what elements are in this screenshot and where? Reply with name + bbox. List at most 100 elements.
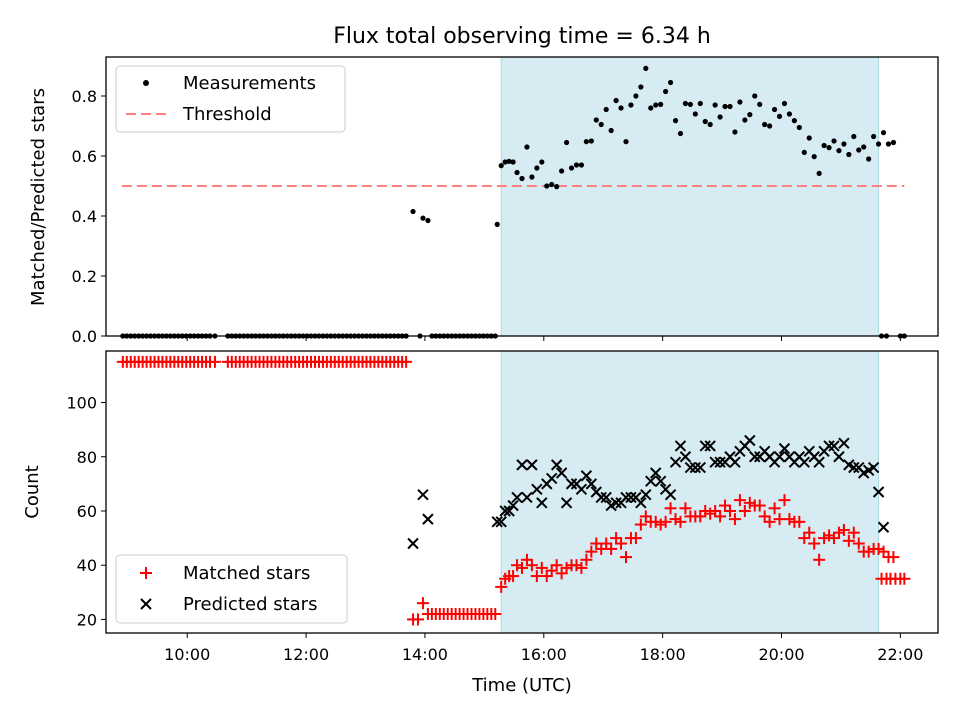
measurement-point bbox=[697, 100, 703, 107]
predicted-star-point bbox=[679, 451, 692, 463]
measurement-point bbox=[771, 106, 778, 113]
measurement-point bbox=[633, 93, 639, 99]
measurement-point bbox=[786, 111, 793, 117]
legend-threshold-label: Threshold bbox=[182, 104, 272, 125]
measurement-point bbox=[544, 183, 550, 189]
measurement-point bbox=[628, 102, 634, 108]
matched-star-point bbox=[753, 499, 766, 512]
measurement-point bbox=[498, 163, 504, 169]
predicted-star-point bbox=[546, 472, 558, 485]
predicted-star-point bbox=[511, 491, 523, 504]
measurement-point bbox=[687, 101, 693, 107]
matched-star-point bbox=[615, 537, 628, 550]
matched-star-point bbox=[793, 515, 806, 528]
matched-star-point bbox=[778, 494, 791, 507]
top-legend: Measurements Threshold bbox=[115, 65, 346, 133]
top-ytick-label: 0.6 bbox=[72, 147, 97, 166]
legend-matched-label: Matched stars bbox=[183, 563, 310, 584]
measurement-point bbox=[767, 123, 773, 129]
bottom-xtick-label: 14:00 bbox=[402, 645, 448, 664]
measurement-point bbox=[648, 105, 654, 111]
measurement-point bbox=[875, 141, 882, 147]
measurement-point bbox=[836, 148, 842, 154]
measurement-point bbox=[420, 215, 426, 221]
measurement-point bbox=[826, 145, 832, 151]
top-highlight-span bbox=[500, 56, 880, 337]
measurement-point bbox=[762, 121, 768, 128]
predicted-star-point bbox=[491, 516, 503, 528]
legend-measurements-label: Measurements bbox=[183, 73, 316, 94]
measurement-point bbox=[573, 162, 580, 168]
measurement-point bbox=[752, 93, 758, 99]
measurement-point bbox=[618, 105, 624, 111]
top-ytick-label: 0.2 bbox=[72, 267, 97, 286]
measurement-point bbox=[506, 158, 512, 164]
predicted-star-point bbox=[699, 440, 711, 452]
measurement-point bbox=[880, 130, 887, 136]
matched-star-point bbox=[803, 526, 816, 539]
measurement-point bbox=[593, 117, 599, 123]
predicted-star-point bbox=[877, 521, 890, 533]
measurement-point bbox=[603, 106, 609, 113]
measurement-point bbox=[658, 101, 664, 107]
measurement-point bbox=[519, 175, 525, 182]
predicted-star-point bbox=[531, 483, 543, 495]
matched-star-point bbox=[208, 355, 221, 368]
matched-star-point bbox=[813, 553, 826, 566]
measurement-point bbox=[717, 114, 723, 120]
matched-star-point bbox=[550, 559, 563, 572]
bottom-xtick-label: 16:00 bbox=[521, 645, 567, 664]
matched-star-point bbox=[629, 532, 642, 545]
predicted-star-point bbox=[422, 513, 434, 525]
predicted-star-point bbox=[516, 459, 528, 471]
matched-star-point bbox=[733, 494, 746, 507]
predicted-star-point bbox=[407, 537, 419, 550]
predicted-star-point bbox=[507, 499, 519, 512]
predicted-star-point bbox=[560, 497, 573, 509]
measurement-point bbox=[677, 130, 684, 137]
predicted-star-point bbox=[709, 456, 721, 468]
predicted-star-point bbox=[867, 461, 880, 474]
bottom-ytick-label: 60 bbox=[77, 502, 97, 521]
top-ytick-label: 0.8 bbox=[72, 87, 97, 106]
measurement-point bbox=[510, 159, 516, 165]
matched-star-point bbox=[887, 551, 900, 564]
measurement-point bbox=[781, 100, 788, 107]
legend-predicted-marker bbox=[140, 598, 152, 610]
matched-star-point bbox=[605, 542, 618, 555]
predicted-star-point bbox=[729, 456, 741, 468]
measurement-point bbox=[534, 165, 540, 171]
measurement-point bbox=[722, 103, 728, 110]
matched-star-point bbox=[852, 537, 865, 550]
measurement-point bbox=[816, 170, 822, 176]
measurement-point bbox=[524, 144, 530, 150]
predicted-star-point bbox=[694, 461, 706, 474]
bottom-ytick-label: 40 bbox=[77, 556, 97, 575]
bottom-xtick-label: 18:00 bbox=[640, 645, 686, 664]
measurement-point bbox=[747, 112, 753, 118]
bottom-axes-frame bbox=[105, 350, 939, 634]
measurement-point bbox=[672, 118, 679, 124]
measurement-point bbox=[549, 181, 555, 188]
measurement-point bbox=[578, 162, 585, 168]
measurement-point bbox=[608, 127, 614, 134]
matched-star-point bbox=[535, 561, 548, 574]
matched-star-point bbox=[808, 537, 821, 550]
predicted-star-point bbox=[778, 442, 791, 455]
measurement-point bbox=[831, 138, 837, 144]
measurement-point bbox=[712, 102, 718, 108]
measurement-point bbox=[682, 100, 689, 107]
top-panel: 0.00.20.40.60.8 Matched/Predicted stars … bbox=[28, 56, 939, 346]
matched-star-point bbox=[674, 515, 687, 528]
matched-star-point bbox=[575, 561, 588, 574]
predicted-star-point bbox=[749, 451, 761, 463]
predicted-star-point bbox=[600, 491, 612, 504]
measurement-point bbox=[776, 113, 783, 119]
predicted-star-point bbox=[704, 440, 716, 452]
measurement-point bbox=[866, 156, 872, 162]
predicted-star-point bbox=[645, 475, 657, 487]
measurement-point bbox=[885, 141, 892, 147]
matched-star-point bbox=[416, 597, 429, 610]
measurement-point bbox=[737, 99, 743, 105]
